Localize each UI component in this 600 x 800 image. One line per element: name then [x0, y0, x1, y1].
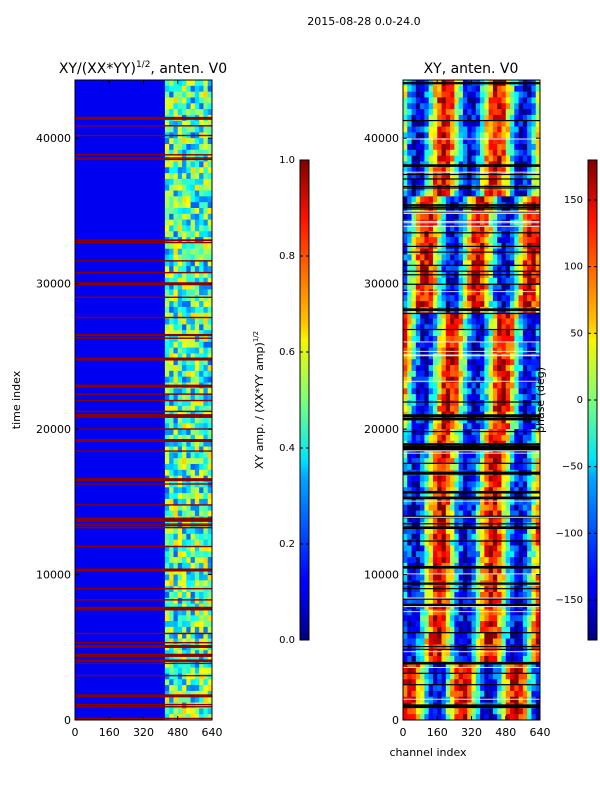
amplitude-axis-ticks: 0 160 320 480 640 0 10000 20000 30000 40000: [36, 80, 223, 739]
phase-panel-title: XY, anten. V0: [424, 61, 519, 77]
amplitude-colorbar-tick-label: 0.8: [279, 251, 295, 262]
phase-x-axis-label: channel index: [389, 746, 467, 759]
phase-axis-ticks: 0 160 320 480 640 0 10000 20000 30000 40000: [364, 80, 551, 739]
phase-colorbar-ticks: −150 −100 −50 0 50 100 150: [556, 195, 597, 606]
1-x-tick-label: 0: [400, 726, 407, 739]
0-x-tick-label: 640: [202, 726, 223, 739]
amplitude-colorbar-label: XY amp. / (XX*YY amp)1/2: [252, 331, 266, 469]
amplitude-heatmap: [75, 80, 212, 720]
1-y-tick-label: 10000: [364, 569, 399, 582]
amplitude-panel-title: XY/(XX*YY)1/2, anten. V0: [59, 60, 227, 77]
0-y-tick-label: 40000: [36, 132, 71, 145]
phase-colorbar-tick-label: 150: [564, 195, 583, 206]
amplitude-colorbar-tick-label: 0.0: [279, 635, 295, 646]
0-y-tick-label: 10000: [36, 569, 71, 582]
0-x-tick-label: 160: [99, 726, 120, 739]
amplitude-colorbar: 0.0 0.2 0.4 0.6 0.8 1.0 XY amp. / (XX*YY amp)…: [252, 155, 310, 646]
0-x-tick-label: 480: [167, 726, 188, 739]
phase-colorbar-tick-label: −150: [556, 595, 583, 606]
phase-colorbar-tick-label: −100: [556, 528, 583, 539]
0-y-tick-label: 0: [64, 714, 71, 727]
amplitude-colorbar-ticks: 0.0 0.2 0.4 0.6 0.8 1.0: [279, 155, 309, 646]
amplitude-colorbar-tick-label: 0.6: [279, 347, 295, 358]
1-y-tick-label: 20000: [364, 423, 399, 436]
amplitude-colorbar-tick-label: 0.2: [279, 539, 295, 550]
phase-colorbar-tick-label: −50: [562, 462, 583, 473]
phase-colorbar-tick-label: 50: [570, 328, 583, 339]
phase-colorbar: −150 −100 −50 0 50 100 150 phase (deg): [534, 159, 598, 641]
figure-title: 2015-08-28 0.0-24.0: [307, 15, 420, 28]
phase-colorbar-tick-label: 0: [577, 395, 583, 406]
phase-colorbar-label: phase (deg): [534, 367, 547, 433]
phase-colorbar-tick-label: 100: [564, 262, 583, 273]
1-y-tick-label: 0: [392, 714, 399, 727]
amplitude-panel: XY/(XX*YY)1/2, anten. V0 0 160 320 480 640 0 1…: [10, 60, 227, 739]
amplitude-colorbar-tick-label: 1.0: [279, 155, 295, 166]
1-y-tick-label: 40000: [364, 132, 399, 145]
1-x-tick-label: 160: [427, 726, 448, 739]
1-x-tick-label: 640: [530, 726, 551, 739]
0-x-tick-label: 0: [72, 726, 79, 739]
0-y-tick-label: 30000: [36, 278, 71, 291]
phase-heatmap: [403, 80, 540, 720]
amplitude-colorbar-tick-label: 0.4: [279, 443, 295, 454]
0-y-tick-label: 20000: [36, 423, 71, 436]
amplitude-colorbar-gradient: [299, 159, 310, 641]
1-y-tick-label: 30000: [364, 278, 399, 291]
0-x-tick-label: 320: [133, 726, 154, 739]
1-x-tick-label: 320: [461, 726, 482, 739]
phase-panel: XY, anten. V0 0 160 320 480 640 0 10000 20000 30…: [364, 61, 551, 759]
1-x-tick-label: 480: [495, 726, 516, 739]
amplitude-y-axis-label: time index: [10, 370, 23, 429]
